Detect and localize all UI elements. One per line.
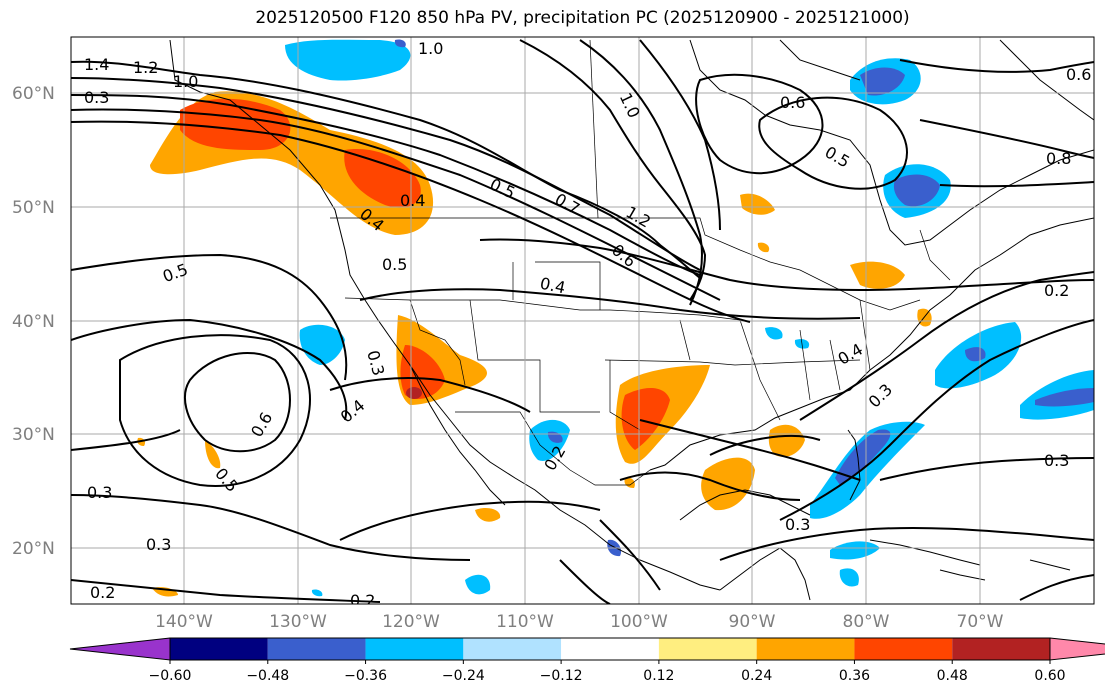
lat-axis: 60°N 50°N 40°N 30°N 20°N (12, 84, 55, 559)
precip-negative-shading (137, 39, 1094, 597)
lon-label: 90°W (729, 612, 776, 632)
colorbar-segment (658, 638, 757, 660)
colorbar-extend-low (69, 637, 171, 661)
contour-label: 0.2 (350, 591, 375, 610)
colorbar-tick-label: 0.48 (937, 668, 968, 684)
colorbar-tick-label: 0.12 (643, 668, 674, 684)
colorbar-segment (561, 638, 659, 660)
lat-label: 30°N (12, 425, 55, 445)
contour-label: 0.2 (90, 583, 115, 602)
colorbar-frame (169, 637, 1051, 661)
lon-label: 100°W (610, 612, 668, 632)
lon-label: 80°W (843, 612, 890, 632)
colorbar-tick-label: −0.48 (246, 668, 289, 684)
contour-label: 1.2 (133, 58, 158, 77)
contour-label: 0.3 (1044, 451, 1069, 470)
contour-label: 0.5 (382, 255, 407, 274)
contour-label: 1.0 (173, 72, 198, 91)
lon-label: 120°W (382, 612, 440, 632)
colorbar-tick-label: 0.36 (839, 668, 870, 684)
colorbar-segment (756, 638, 855, 660)
colorbar-tick-label: −0.36 (344, 668, 387, 684)
lat-label: 50°N (12, 198, 55, 218)
contour-label: 0.6 (780, 93, 805, 112)
lat-label: 40°N (12, 312, 55, 332)
map-frame (70, 36, 1095, 605)
colorbar-tick-label: 0.60 (1034, 668, 1065, 684)
colorbar-segment (365, 638, 464, 660)
map-title: 2025120500 F120 850 hPa PV, precipitatio… (255, 8, 910, 28)
colorbar-tick-label: −0.60 (149, 668, 192, 684)
contour-label: 0.3 (785, 515, 810, 534)
contour-label: 0.4 (538, 274, 567, 298)
colorbar: −0.60 −0.48 −0.36 −0.24 −0.12 0.12 0.24 0.36 0.4… (69, 637, 1105, 684)
contour-label: 0.8 (1046, 149, 1071, 168)
contour-label: 0.4 (400, 191, 425, 210)
contour-label: 0.3 (84, 88, 109, 107)
lat-label: 60°N (12, 84, 55, 104)
map-panel: 1.4 1.2 1.0 1.0 1.0 0.3 0.8 0.6 0.6 0.6 … (71, 37, 1094, 610)
colorbar-tick-label: −0.24 (442, 668, 485, 684)
colorbar-segment (463, 638, 562, 660)
lon-label: 70°W (957, 612, 1004, 632)
colorbar-segment (854, 638, 953, 660)
contour-label: 1.0 (418, 39, 443, 58)
contour-label: 0.3 (87, 483, 112, 502)
lon-label: 110°W (496, 612, 554, 632)
contour-label: 0.6 (1066, 65, 1091, 84)
colorbar-segment (952, 638, 1050, 660)
lon-axis: 140°W 130°W 120°W 110°W 100°W 90°W 80°W … (155, 612, 1004, 632)
lon-label: 130°W (269, 612, 327, 632)
borders (330, 39, 951, 486)
contour-label: 0.3 (146, 535, 171, 554)
lon-label: 140°W (155, 612, 213, 632)
colorbar-tick-label: 0.24 (741, 668, 772, 684)
contour-label: 1.4 (84, 55, 109, 74)
pv-contours (71, 39, 1094, 604)
contour-label: 0.2 (1044, 281, 1069, 300)
colorbar-extend-high (1049, 637, 1105, 661)
colorbar-segment (170, 638, 268, 660)
colorbar-tick-label: −0.12 (540, 668, 583, 684)
colorbar-segment (267, 638, 366, 660)
lat-label: 20°N (12, 539, 55, 559)
